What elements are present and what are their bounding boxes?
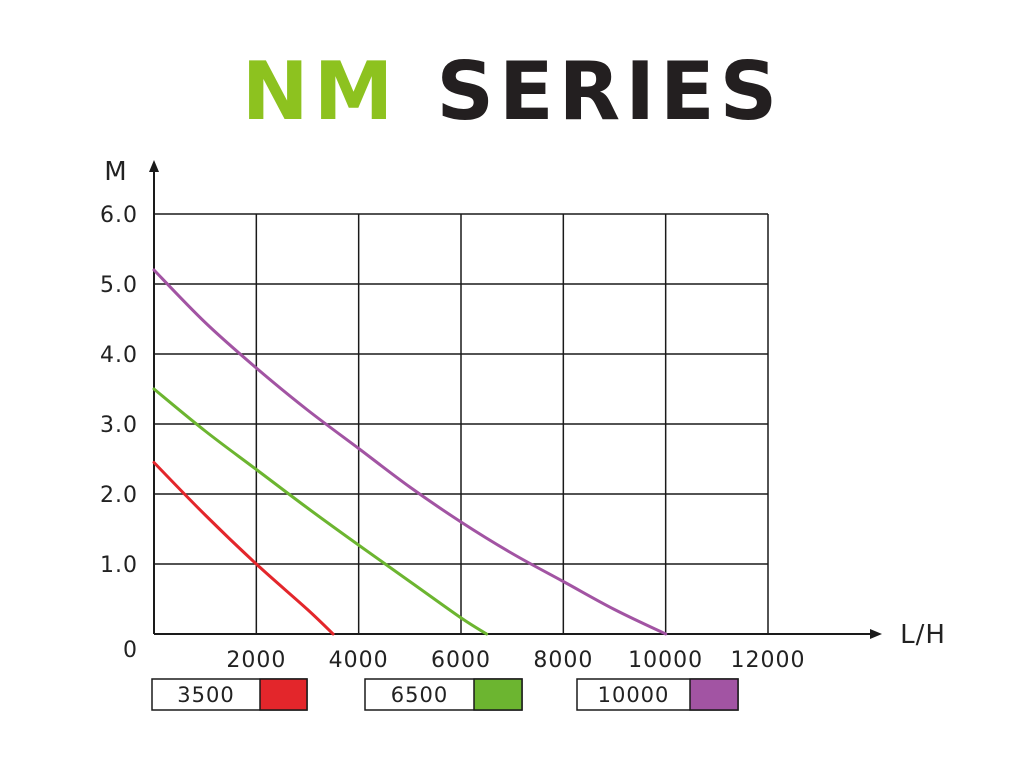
legend-label: 6500 bbox=[391, 683, 448, 707]
series-line-3500 bbox=[152, 461, 335, 636]
y-tick-label: 3.0 bbox=[100, 413, 138, 438]
legend-swatch bbox=[473, 678, 523, 711]
tick-labels: M L/H 0 1.0 2.0 3.0 4.0 5.0 6.0 2000 4000 6000 8000 1… bbox=[100, 157, 946, 673]
y-tick-label: 2.0 bbox=[100, 483, 138, 508]
series-lines bbox=[152, 268, 668, 636]
y-tick-label: 1.0 bbox=[100, 553, 138, 578]
x-tick-label: 8000 bbox=[533, 648, 593, 673]
x-tick-label: 12000 bbox=[731, 648, 806, 673]
x-tick-label: 10000 bbox=[628, 648, 703, 673]
y-tick-label: 6.0 bbox=[100, 203, 138, 228]
chart-title: NM SERIES bbox=[0, 52, 1024, 132]
title-nm: NM bbox=[241, 45, 399, 138]
title-series: SERIES bbox=[436, 45, 783, 138]
x-tick-label: 4000 bbox=[329, 648, 389, 673]
legend: 3500 6500 10000 bbox=[151, 678, 739, 711]
y-axis-arrow bbox=[149, 160, 159, 172]
legend-label: 3500 bbox=[177, 683, 234, 707]
legend-swatch bbox=[689, 678, 739, 711]
y-tick-label: 4.0 bbox=[100, 343, 138, 368]
y-tick-label: 0 bbox=[123, 638, 138, 663]
legend-item-10000: 10000 bbox=[576, 678, 739, 711]
legend-swatch bbox=[259, 678, 308, 711]
axes bbox=[149, 160, 882, 639]
y-tick-label: 5.0 bbox=[100, 273, 138, 298]
grid bbox=[154, 213, 769, 634]
x-axis-label: L/H bbox=[900, 620, 946, 650]
x-axis-arrow bbox=[870, 629, 882, 639]
x-tick-label: 2000 bbox=[226, 648, 286, 673]
x-tick-label: 6000 bbox=[431, 648, 491, 673]
legend-label: 10000 bbox=[598, 683, 670, 707]
y-axis-label: M bbox=[104, 157, 127, 187]
series-line-6500 bbox=[152, 387, 489, 636]
series-line-10000 bbox=[152, 268, 668, 636]
legend-item-3500: 3500 bbox=[151, 678, 308, 711]
legend-item-6500: 6500 bbox=[364, 678, 523, 711]
